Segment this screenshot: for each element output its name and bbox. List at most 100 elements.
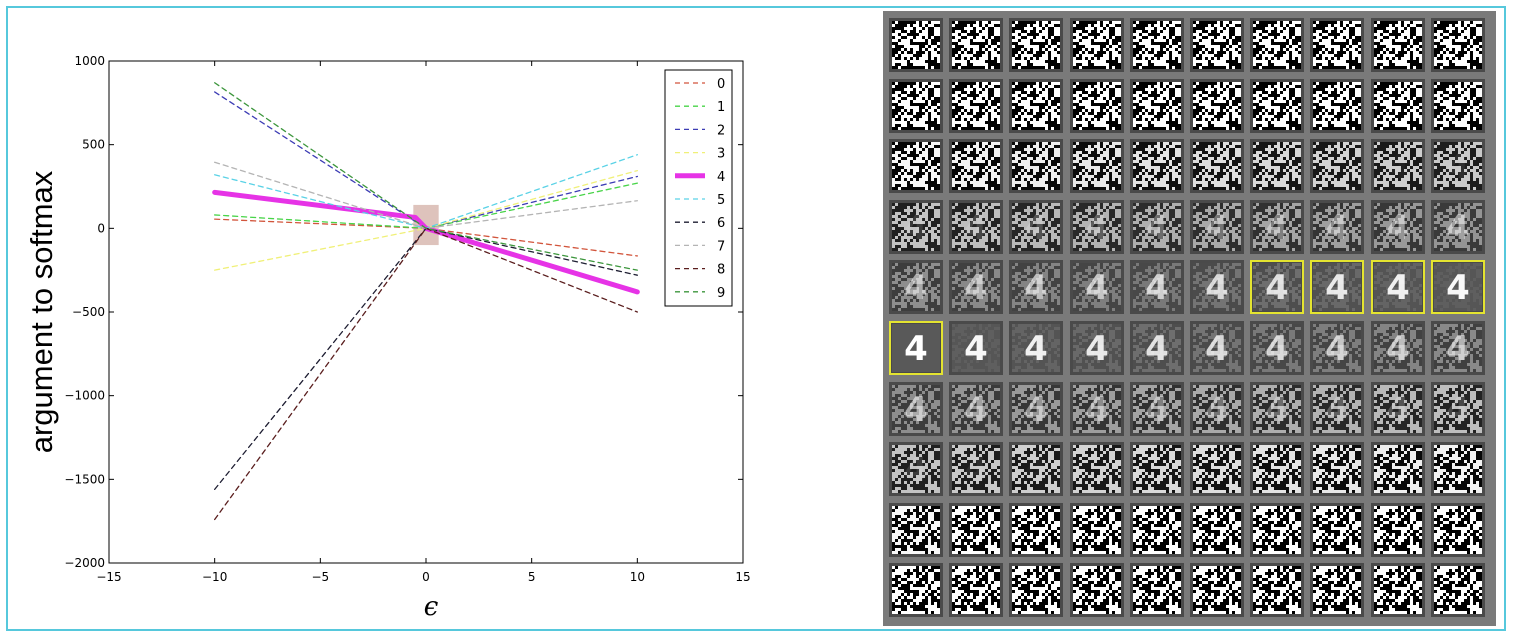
grid-tile bbox=[1190, 18, 1244, 72]
grid-tile: 4 bbox=[1190, 199, 1244, 254]
tile-digit: 4 bbox=[1025, 268, 1049, 308]
tile-image: 4 bbox=[1072, 263, 1121, 312]
tile-image: 4 bbox=[1313, 263, 1362, 312]
tile-image bbox=[1072, 142, 1121, 191]
grid-tile: 4 bbox=[1370, 199, 1425, 254]
tile-digit: 4 bbox=[1205, 329, 1229, 369]
tile-image bbox=[1072, 21, 1121, 69]
tile-image bbox=[1433, 81, 1482, 130]
grid-tile bbox=[1250, 502, 1305, 557]
legend-label: 1 bbox=[717, 100, 725, 115]
grid-tile bbox=[949, 563, 1004, 618]
grid-tile bbox=[1129, 139, 1184, 194]
x-tick-label: 15 bbox=[735, 570, 750, 584]
tile-image: 4 bbox=[1193, 202, 1241, 251]
tile-digit: 4 bbox=[1085, 329, 1109, 369]
grid-tile bbox=[1250, 78, 1305, 133]
tile-digit: 4 bbox=[964, 390, 988, 430]
tile-digit: 4 bbox=[1025, 450, 1049, 490]
grid-tile: 4 bbox=[1190, 321, 1244, 375]
tile-image bbox=[1433, 505, 1482, 554]
tile-image bbox=[1012, 142, 1061, 191]
y-tick-label: −2000 bbox=[64, 556, 105, 570]
legend-label: 8 bbox=[717, 263, 725, 278]
grid-tile: 4 bbox=[1009, 199, 1064, 254]
grid-tile bbox=[949, 18, 1004, 72]
x-tick-label: 0 bbox=[422, 570, 430, 584]
tile-image: 4 bbox=[952, 445, 1001, 494]
x-tick-label: −5 bbox=[311, 570, 329, 584]
tile-image: 4 bbox=[1132, 324, 1181, 372]
grid-tile bbox=[1310, 139, 1365, 194]
grid-tile bbox=[1009, 502, 1064, 557]
tile-digit: 4 bbox=[1205, 208, 1229, 248]
grid-tile bbox=[1069, 563, 1124, 618]
grid-tile bbox=[1370, 78, 1425, 133]
grid-tile: 4 bbox=[949, 442, 1004, 497]
tile-image: 4 bbox=[892, 263, 940, 312]
grid-tile bbox=[1310, 78, 1365, 133]
legend-label: 9 bbox=[717, 286, 725, 301]
tile-image bbox=[892, 81, 940, 130]
grid-tile: 4 bbox=[1129, 381, 1184, 436]
tile-digit: 4 bbox=[1205, 390, 1229, 430]
tile-digit: 4 bbox=[964, 268, 988, 308]
tile-image: 4 bbox=[1313, 202, 1362, 251]
tile-image bbox=[1253, 81, 1302, 130]
tile-image: 4 bbox=[1313, 324, 1362, 372]
tile-image: 4 bbox=[952, 324, 1001, 372]
grid-tile: 4 bbox=[1009, 381, 1064, 436]
tile-image bbox=[1193, 81, 1241, 130]
tile-image: 4 bbox=[1253, 202, 1302, 251]
tile-image: 4 bbox=[1072, 202, 1121, 251]
tile-digit: 4 bbox=[964, 329, 988, 369]
grid-tile: 4 bbox=[1370, 321, 1425, 375]
y-tick-label: −1000 bbox=[64, 389, 105, 403]
grid-tile bbox=[889, 502, 943, 557]
tile-image bbox=[1253, 142, 1302, 191]
tile-image bbox=[1072, 566, 1121, 615]
tile-image bbox=[1373, 505, 1422, 554]
tile-image bbox=[1313, 445, 1362, 494]
tile-image: 4 bbox=[1193, 384, 1241, 433]
tile-image: 4 bbox=[1253, 263, 1302, 312]
tile-digit: 4 bbox=[904, 268, 928, 308]
grid-tile: 4 bbox=[1430, 199, 1485, 254]
chart: −15 −10 −5 0 5 10 15−2000−1500−1000−5000500100… bbox=[24, 54, 751, 622]
grid-tile: 4 bbox=[889, 381, 943, 436]
series-line-4 bbox=[212, 189, 640, 295]
tile-digit: 4 bbox=[1386, 390, 1410, 430]
tile-image: 4 bbox=[1132, 384, 1181, 433]
tile-image bbox=[1132, 566, 1181, 615]
grid-tile bbox=[1430, 18, 1485, 72]
tile-image: 4 bbox=[1253, 384, 1302, 433]
x-tick-label: −10 bbox=[202, 570, 227, 584]
tile-image: 4 bbox=[952, 384, 1001, 433]
grid-tile: 4 bbox=[1129, 321, 1184, 375]
grid-tile bbox=[1069, 502, 1124, 557]
grid-tile: 4 bbox=[1250, 260, 1305, 315]
grid-tile bbox=[1009, 563, 1064, 618]
tile-image bbox=[1193, 21, 1241, 69]
tile-digit: 4 bbox=[1265, 329, 1289, 369]
tile-digit: 4 bbox=[1085, 208, 1109, 248]
tile-image bbox=[1373, 445, 1422, 494]
tile-image bbox=[1012, 505, 1061, 554]
tile-digit: 4 bbox=[1326, 208, 1350, 248]
grid-tile: 4 bbox=[1069, 199, 1124, 254]
grid-tile bbox=[1190, 563, 1244, 618]
grid-tile bbox=[1310, 442, 1365, 497]
grid-tile bbox=[1129, 442, 1184, 497]
tile-image bbox=[1253, 445, 1302, 494]
tile-digit: 4 bbox=[1265, 268, 1289, 308]
tile-image bbox=[1193, 142, 1241, 191]
x-tick-label: 10 bbox=[630, 570, 645, 584]
y-tick-label: 1000 bbox=[74, 54, 105, 68]
tile-digit: 4 bbox=[1145, 329, 1169, 369]
tile-digit: 4 bbox=[904, 208, 928, 248]
grid-tile: 4 bbox=[889, 199, 943, 254]
tile-image bbox=[1313, 505, 1362, 554]
tile-image: 4 bbox=[952, 263, 1001, 312]
legend-box bbox=[664, 69, 733, 307]
